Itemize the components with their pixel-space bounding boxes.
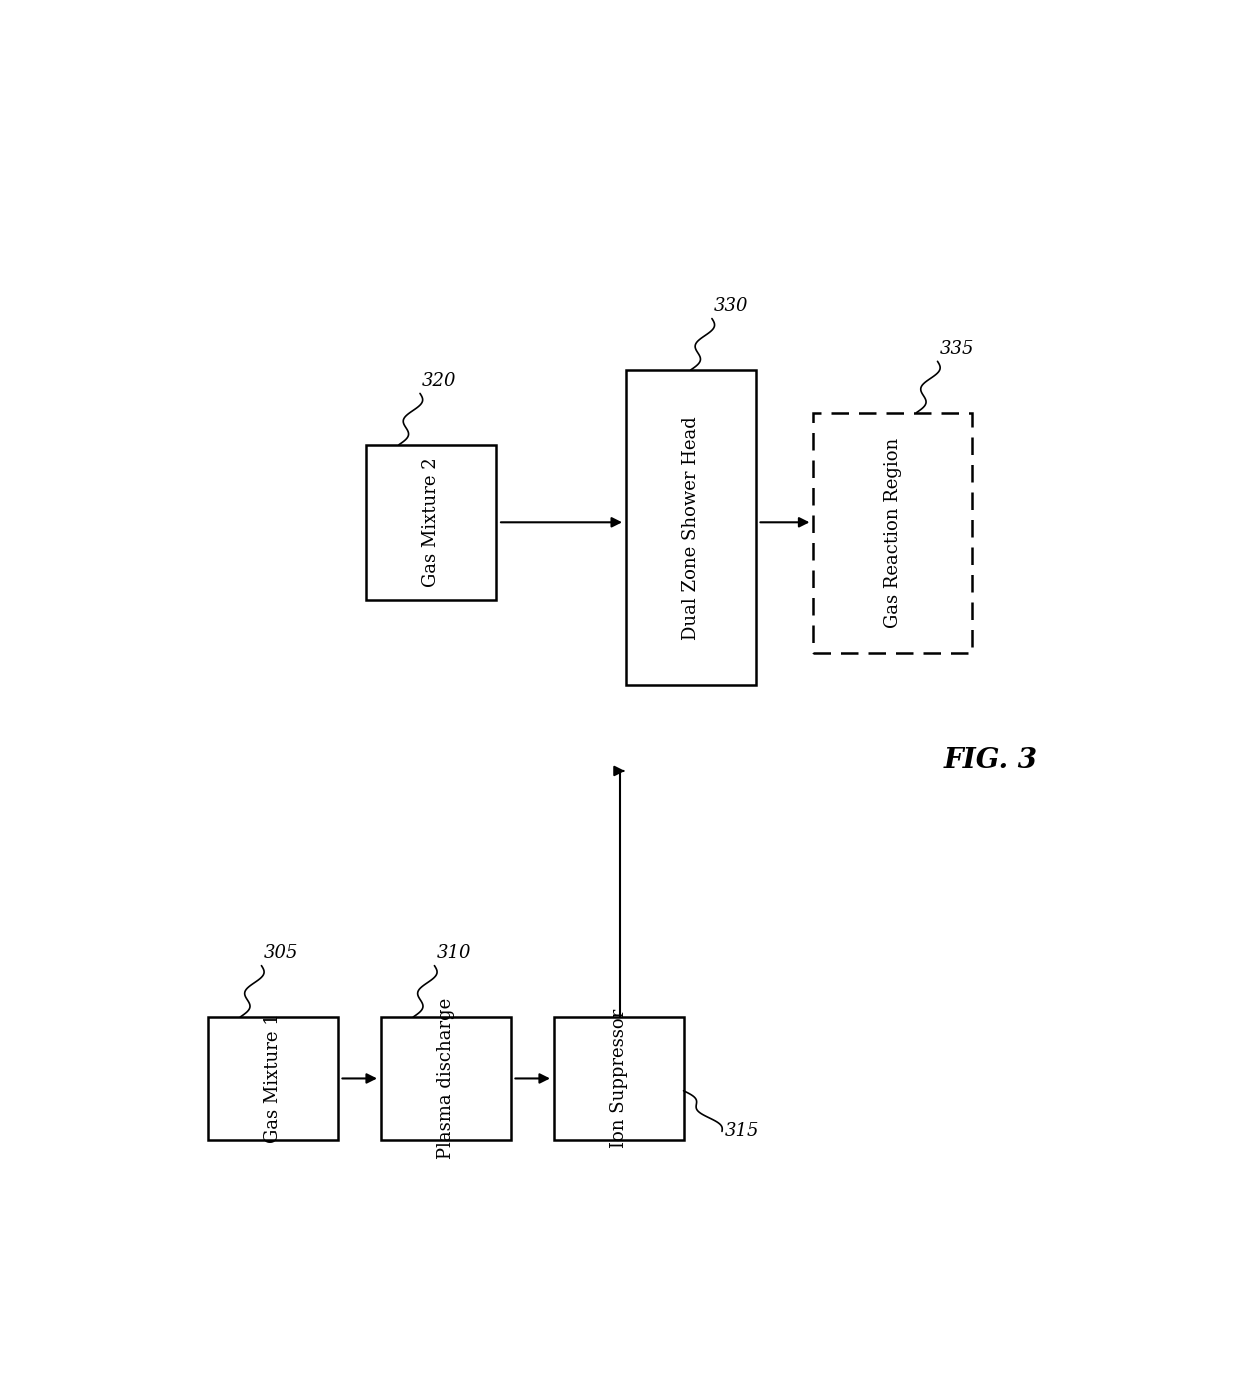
Text: 330: 330 (714, 297, 748, 315)
Bar (813, 413, 972, 653)
Text: FIG. 3: FIG. 3 (944, 747, 1038, 774)
Text: 305: 305 (263, 945, 298, 963)
Bar (367, 444, 496, 600)
Text: 315: 315 (725, 1122, 759, 1140)
Text: Dual Zone Shower Head: Dual Zone Shower Head (682, 415, 699, 639)
Text: 335: 335 (940, 340, 973, 358)
Bar (208, 1017, 337, 1140)
Text: Gas Mixture 2: Gas Mixture 2 (423, 457, 440, 588)
Text: Gas Reaction Region: Gas Reaction Region (884, 438, 901, 628)
Text: Gas Mixture 1: Gas Mixture 1 (264, 1014, 281, 1143)
Text: Plasma discharge: Plasma discharge (436, 997, 455, 1158)
Text: Ion Suppressor: Ion Suppressor (610, 1008, 627, 1149)
Bar (381, 1017, 511, 1140)
Bar (626, 369, 755, 685)
Text: 310: 310 (436, 945, 471, 963)
Text: 320: 320 (422, 372, 456, 390)
Bar (554, 1017, 683, 1140)
